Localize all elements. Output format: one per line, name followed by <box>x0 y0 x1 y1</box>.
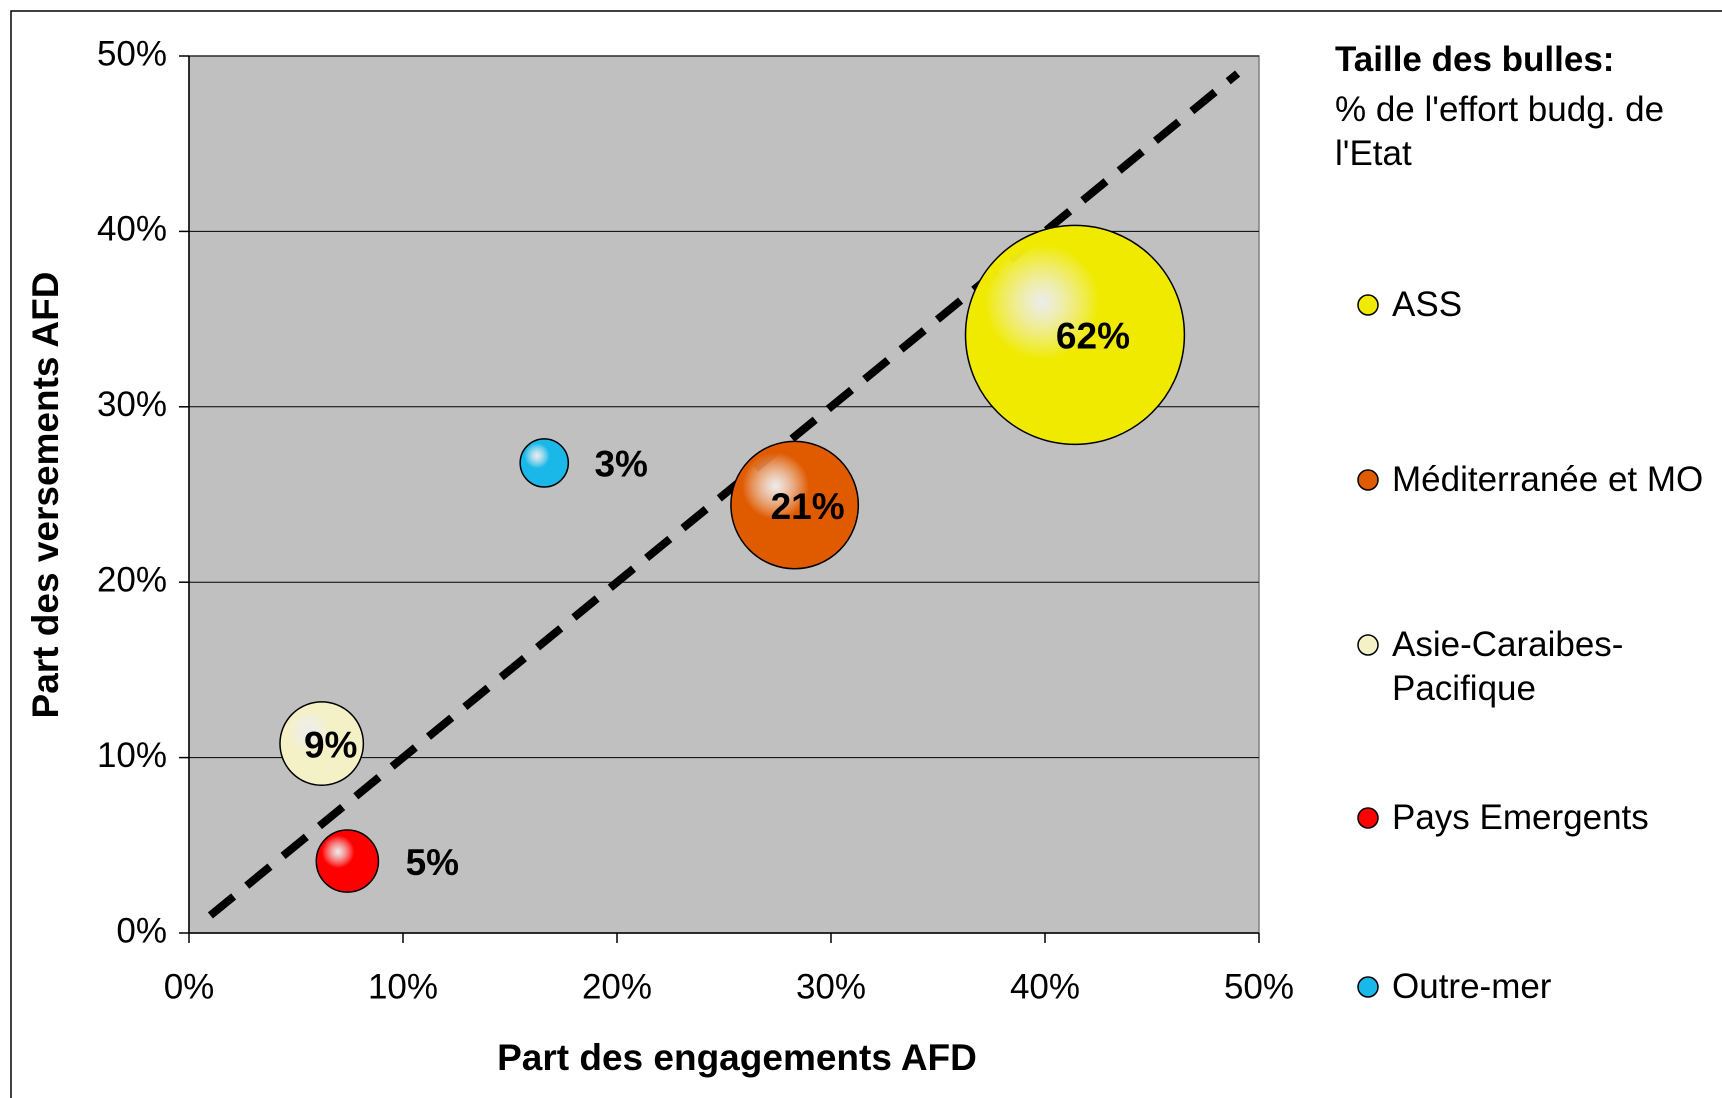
data-label: 5% <box>406 842 459 883</box>
legend-label: Asie-Caraibes-Pacifique <box>1392 625 1624 708</box>
data-label: 3% <box>594 444 647 485</box>
x-tick-label: 0% <box>164 967 215 1006</box>
y-tick-label: 50% <box>97 34 167 73</box>
legend-label: ASS <box>1392 285 1463 324</box>
bubble <box>730 440 860 570</box>
data-label: 21% <box>771 486 845 527</box>
legend-subtitle: % de l'effort budg. de l'Etat <box>1335 90 1665 173</box>
legend-marker <box>1357 807 1379 829</box>
legend-marker <box>1357 634 1379 656</box>
legend-marker <box>1357 294 1379 316</box>
legend-marker <box>1357 976 1379 998</box>
y-tick-label: 40% <box>97 210 167 249</box>
x-tick-label: 30% <box>796 967 866 1006</box>
data-label: 9% <box>304 724 357 765</box>
chart-border <box>10 10 1722 1098</box>
y-axis-title: Part des versements AFD <box>25 272 66 719</box>
bubble <box>315 829 380 893</box>
data-label: 62% <box>1056 316 1130 357</box>
x-tick-label: 40% <box>1010 967 1080 1006</box>
y-tick-label: 30% <box>97 385 167 424</box>
bubble <box>519 438 570 488</box>
legend-title: Taille des bulles: <box>1335 40 1615 79</box>
y-tick-label: 10% <box>97 736 167 775</box>
x-axis-title: Part des engagements AFD <box>497 1037 977 1078</box>
y-tick-label: 20% <box>97 560 167 599</box>
y-tick-label: 0% <box>116 911 167 950</box>
x-tick-label: 20% <box>582 967 652 1006</box>
legend-label: Outre-mer <box>1392 967 1552 1006</box>
legend-label: Méditerranée et MO <box>1392 460 1704 499</box>
x-tick-label: 50% <box>1224 967 1294 1006</box>
x-tick-label: 10% <box>368 967 438 1006</box>
bubble <box>964 224 1186 446</box>
bubble <box>279 701 365 787</box>
legend-marker <box>1357 469 1379 491</box>
legend-label: Pays Emergents <box>1392 798 1649 837</box>
diagonal-reference <box>207 70 1241 919</box>
